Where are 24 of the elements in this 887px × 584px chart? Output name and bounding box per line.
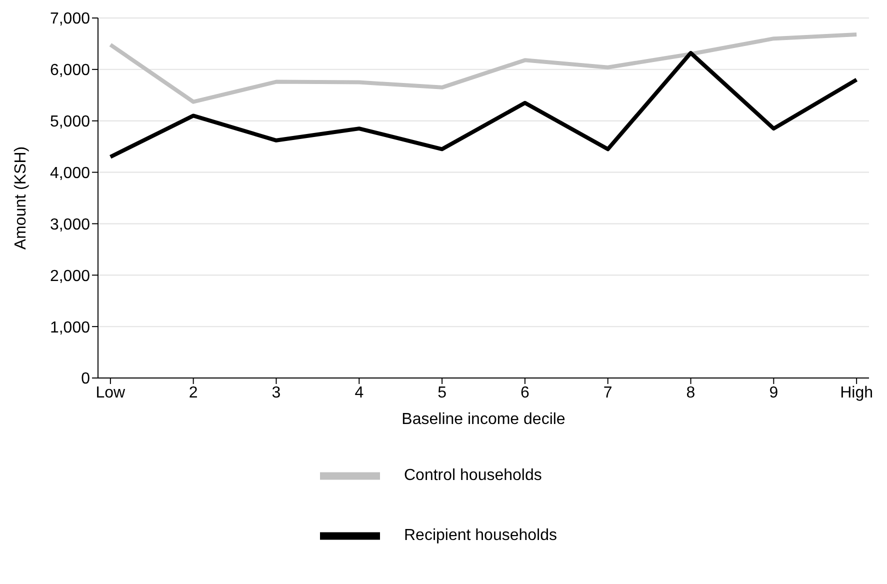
- x-tick-label: Low: [96, 384, 126, 402]
- x-tick-label: 3: [272, 384, 281, 402]
- x-axis-title: Baseline income decile: [402, 411, 566, 428]
- x-tick-label: 9: [769, 384, 778, 402]
- y-tick-label: 3,000: [50, 216, 90, 234]
- legend-label: Control households: [404, 467, 542, 484]
- y-tick-label: 0: [81, 370, 90, 388]
- x-tick-label: 6: [520, 384, 530, 402]
- x-tick-label: 2: [188, 384, 198, 402]
- legend-label: Recipient households: [404, 527, 557, 544]
- y-tick-label: 2,000: [50, 268, 90, 285]
- x-tick-label: 5: [438, 384, 447, 402]
- y-tick-label: 1,000: [50, 319, 90, 336]
- line-series: [108, 50, 859, 159]
- y-tick-label: 5,000: [50, 114, 90, 131]
- x-tick-label: 7: [603, 384, 612, 402]
- line-series: [108, 32, 859, 104]
- x-tick-label: 4: [354, 384, 364, 402]
- x-tick-label: High: [840, 384, 874, 402]
- y-tick-label: 4,000: [50, 164, 90, 182]
- y-tick-label: 6,000: [50, 62, 90, 80]
- x-tick-label: 8: [686, 384, 696, 402]
- y-tick-label: 7,000: [50, 10, 90, 28]
- y-axis-title: Amount (KSH): [12, 146, 30, 250]
